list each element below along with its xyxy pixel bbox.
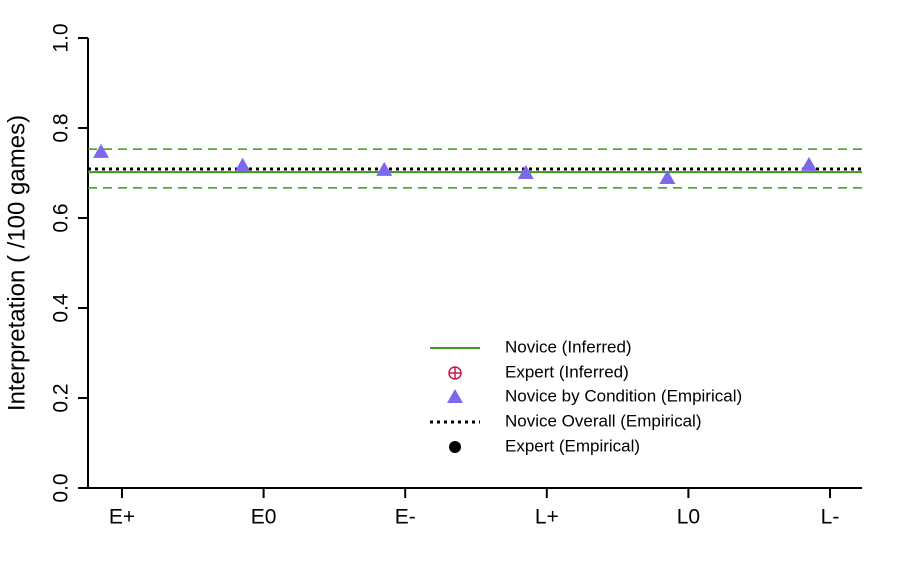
y-tick-label: 0.8 [50,113,73,142]
legend-swatch [447,389,463,403]
x-tick-label: L0 [677,506,700,529]
point [659,169,676,184]
x-tick-label: E0 [251,506,277,529]
point [517,165,534,179]
legend-label: Novice Overall (Empirical) [505,411,701,430]
y-tick-label: 0.0 [50,473,73,502]
y-tick-label: 0.2 [50,383,73,412]
legend-label: Novice (Inferred) [505,337,632,356]
legend-label: Expert (Empirical) [505,436,640,455]
legend-swatch [449,441,461,453]
y-tick-label: 0.4 [50,293,73,323]
legend-swatch [449,367,461,379]
x-tick-label: E- [395,506,416,529]
x-tick-label: L- [821,506,840,529]
point [93,143,109,158]
point [801,156,817,171]
x-tick-label: E+ [109,506,135,529]
legend-label: Expert (Inferred) [505,362,629,381]
point [376,161,393,176]
y-tick-label: 1.0 [50,23,73,52]
legend-label: Novice by Condition (Empirical) [505,386,742,405]
y-axis-label: Interpretation ( /100 games) [3,115,30,411]
y-tick-label: 0.6 [50,203,73,232]
point [234,157,251,172]
x-tick-label: L+ [535,506,559,529]
